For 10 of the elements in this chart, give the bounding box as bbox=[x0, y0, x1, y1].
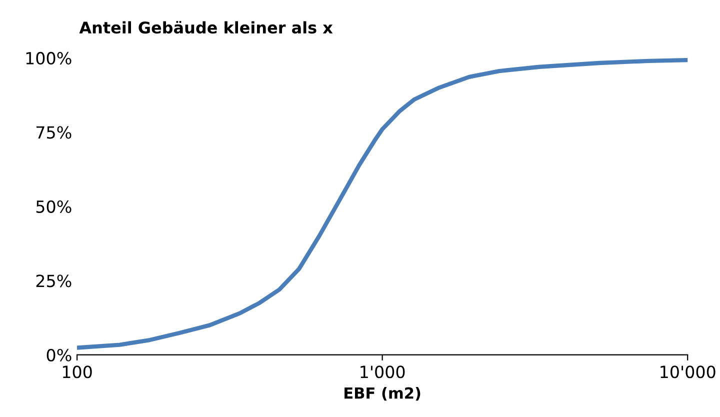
y-tick-label: 0% bbox=[46, 348, 72, 362]
x-tick-label: 1'000 bbox=[360, 366, 405, 378]
x-axis-title: EBF (m2) bbox=[344, 386, 420, 401]
x-tick-label: 10'000 bbox=[660, 366, 716, 378]
y-tick-label: 75% bbox=[36, 126, 72, 139]
y-tick-label: 50% bbox=[36, 200, 72, 213]
x-tick-label: 100 bbox=[62, 366, 92, 378]
chart-title: Anteil Gebäude kleiner als x bbox=[79, 21, 333, 34]
y-tick-label: 25% bbox=[36, 274, 72, 288]
y-tick-label: 100% bbox=[26, 52, 72, 65]
